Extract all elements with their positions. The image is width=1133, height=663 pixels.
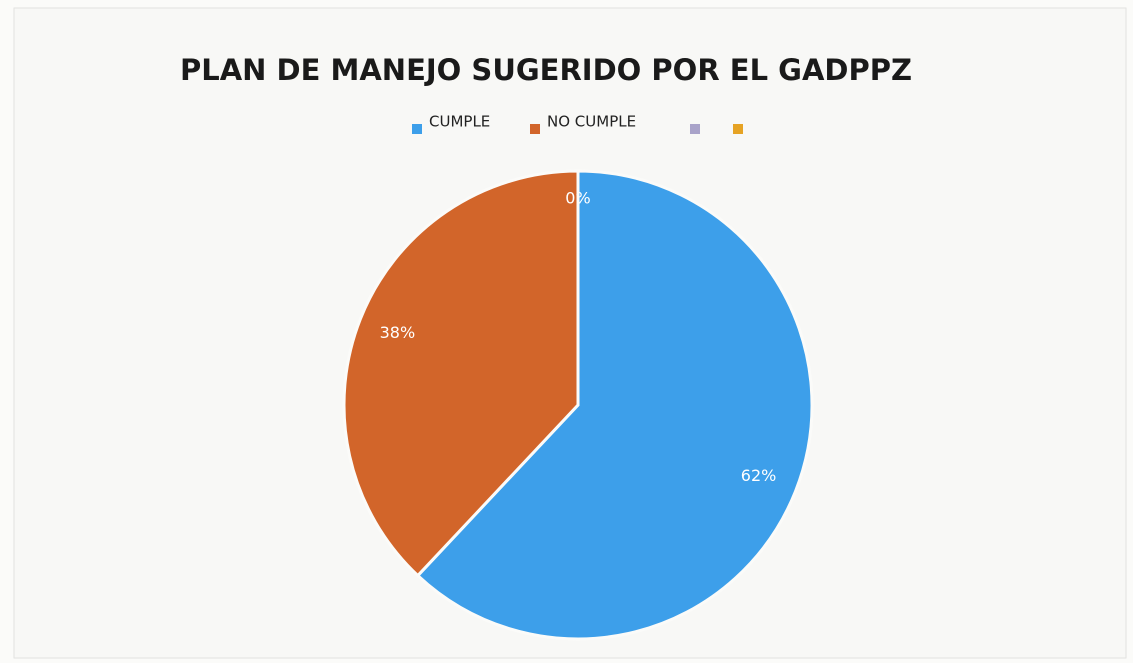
legend-label: CUMPLE (429, 113, 490, 131)
pie-slice (342, 169, 580, 578)
legend-swatch (530, 124, 540, 134)
legend-swatch (690, 124, 700, 134)
data-label: 62% (741, 466, 777, 485)
legend-swatch (733, 124, 743, 134)
pie-slice (415, 169, 814, 641)
chart-title: PLAN DE MANEJO SUGERIDO POR EL GADPPZ (180, 53, 912, 87)
legend-swatch (412, 124, 422, 134)
legend-label: NO CUMPLE (547, 113, 636, 131)
data-label: 38% (380, 323, 416, 342)
